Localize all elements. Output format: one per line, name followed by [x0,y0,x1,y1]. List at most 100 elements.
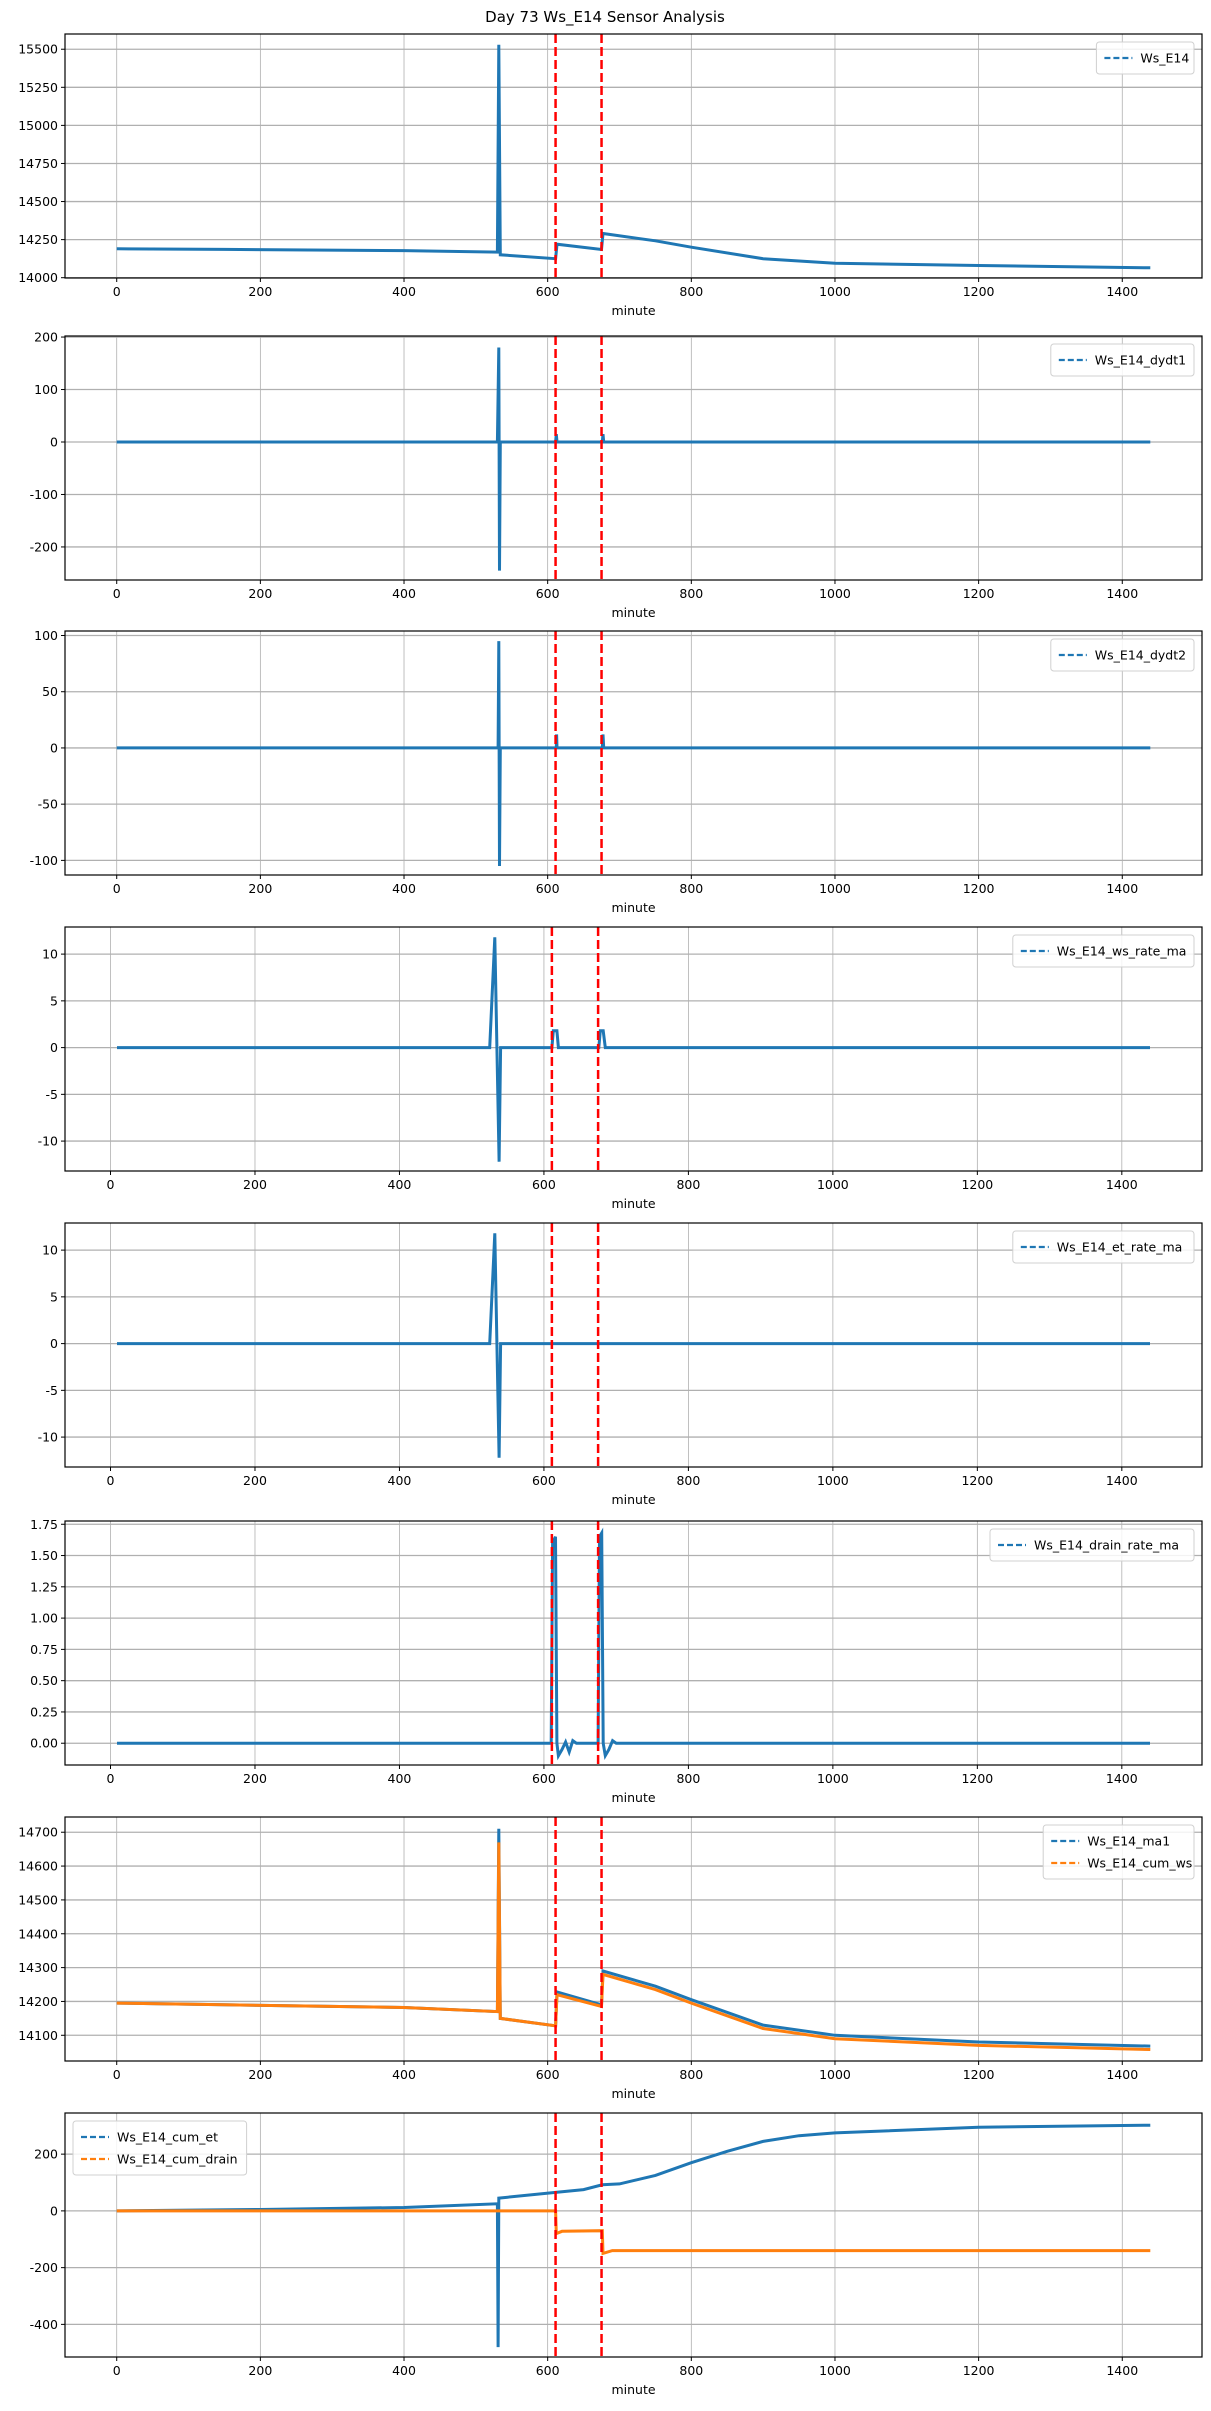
y-tick-label: -5 [46,1383,58,1398]
x-tick-label: 200 [243,1473,267,1488]
series-line-ws-e14-cum-drain [116,2209,1151,2256]
y-tick-label: 0.00 [30,1736,58,1751]
legend-label: Ws_E14_cum_drain [117,2152,238,2167]
x-tick-label: 1400 [1106,2067,1138,2082]
x-tick-label: 200 [248,586,272,601]
x-tick-label: 400 [392,2067,416,2082]
series-group [116,336,1151,580]
x-tick-label: 1200 [963,881,995,896]
x-tick-label: 1400 [1106,586,1138,601]
y-tick-label: 15500 [18,42,58,57]
x-tick-label: 800 [679,586,703,601]
x-tick-label: 1000 [817,1771,849,1786]
legend-label: Ws_E14_ma1 [1087,1834,1170,1849]
y-tick-label: 50 [42,684,58,699]
x-tick-label: 800 [676,1177,700,1192]
grid [65,336,1202,580]
y-tick-label: 5 [50,1289,58,1304]
x-tick-label: 600 [536,2067,560,2082]
x-tick-label: 200 [243,1771,267,1786]
x-tick-label: 1200 [961,1177,993,1192]
legend-label: Ws_E14_cum_ws [1087,1856,1192,1871]
axes-frame [64,1222,1203,1468]
y-tick-label: 1.25 [30,1579,58,1594]
series-group [116,1817,1151,2061]
x-tick-label: 1000 [817,1473,849,1488]
x-tick-label: 600 [536,586,560,601]
x-axis-label: minute [611,2382,655,2397]
x-tick-label: 600 [536,2363,560,2378]
x-tick-label: 600 [532,1771,556,1786]
x-tick-label: 400 [392,586,416,601]
y-tick-label: 14200 [18,1994,58,2009]
y-tick-label: 14500 [18,194,58,209]
x-tick-label: 1400 [1106,284,1138,299]
y-tick-label: 100 [34,382,58,397]
x-tick-label: 600 [536,881,560,896]
y-tick-label: 0 [50,2203,58,2218]
x-tick-label: 1200 [961,1771,993,1786]
y-tick-label: 200 [34,330,58,345]
axes-frame [64,33,1203,279]
series-group [116,2113,1151,2357]
x-tick-label: 600 [536,284,560,299]
x-tick-label: 0 [107,1177,115,1192]
y-tick-label: 14400 [18,1926,58,1941]
y-tick-label: -400 [30,2317,58,2332]
x-tick-label: 0 [113,881,121,896]
x-axis-label: minute [611,303,655,318]
y-tick-label: 0.75 [30,1642,58,1657]
subplot-8: 0 200 400 600 800 1000 1200 1400 -400 -200 0 200 min… [30,2112,1203,2397]
y-tick-label: 15000 [18,118,58,133]
axes-frame [64,335,1203,581]
x-tick-label: 200 [248,881,272,896]
x-tick-label: 400 [392,2363,416,2378]
y-tick-label: 14600 [18,1859,58,1874]
figure-title: Day 73 Ws_E14 Sensor Analysis [485,8,725,27]
y-tick-label: 0 [50,1040,58,1055]
x-tick-label: 1200 [963,284,995,299]
y-tick-label: 14000 [18,270,58,285]
x-tick-label: 1400 [1106,1473,1138,1488]
x-tick-label: 1000 [819,586,851,601]
x-tick-label: 800 [679,284,703,299]
x-tick-label: 1400 [1106,881,1138,896]
y-tick-label: 0 [50,1336,58,1351]
x-tick-label: 200 [243,1177,267,1192]
legend: Ws_E14_dydt2 [1050,638,1195,672]
series-line-ws-e14-et-rate-ma [117,1233,1150,1458]
x-tick-label: 1400 [1106,1771,1138,1786]
x-tick-label: 800 [676,1473,700,1488]
y-tick-label: 0.25 [30,1704,58,1719]
x-axis-label: minute [611,900,655,915]
y-tick-label: -10 [38,1134,58,1149]
legend-box [1042,1824,1195,1880]
subplot-4: 0 200 400 600 800 1000 1200 1400 -10 -5 0 5 10 minute… [38,926,1203,1211]
y-tick-label: 14500 [18,1892,58,1907]
x-tick-label: 1200 [963,2363,995,2378]
legend: Ws_E14 [1095,41,1195,75]
subplots: 0 200 400 600 800 1000 1200 1400140001425014500… [18,33,1203,2397]
legend: Ws_E14_ma1 Ws_E14_cum_ws [1042,1824,1195,1880]
x-axis-label: minute [611,1790,655,1805]
series-group [117,1521,1150,1765]
legend-box [1012,1230,1195,1264]
x-tick-label: 200 [248,2363,272,2378]
legend-label: Ws_E14_dydt1 [1095,353,1186,368]
y-tick-label: -100 [30,853,58,868]
series-line-ws-e14-ws-rate-ma [117,937,1150,1162]
subplot-7: 0 200 400 600 800 1000 1200 1400 14100 14200 14300… [18,1816,1203,2101]
x-tick-label: 1400 [1106,1177,1138,1192]
x-tick-label: 200 [248,2067,272,2082]
legend: Ws_E14_ws_rate_ma [1012,934,1195,968]
legend-box [1012,934,1195,968]
legend-box [1050,343,1195,377]
legend: Ws_E14_dydt1 [1050,343,1195,377]
axes-frame [64,1520,1203,1766]
y-tick-label: 14700 [18,1825,58,1840]
y-tick-label: 1.50 [30,1548,58,1563]
x-axis-label: minute [611,605,655,620]
series-group [117,1223,1150,1467]
